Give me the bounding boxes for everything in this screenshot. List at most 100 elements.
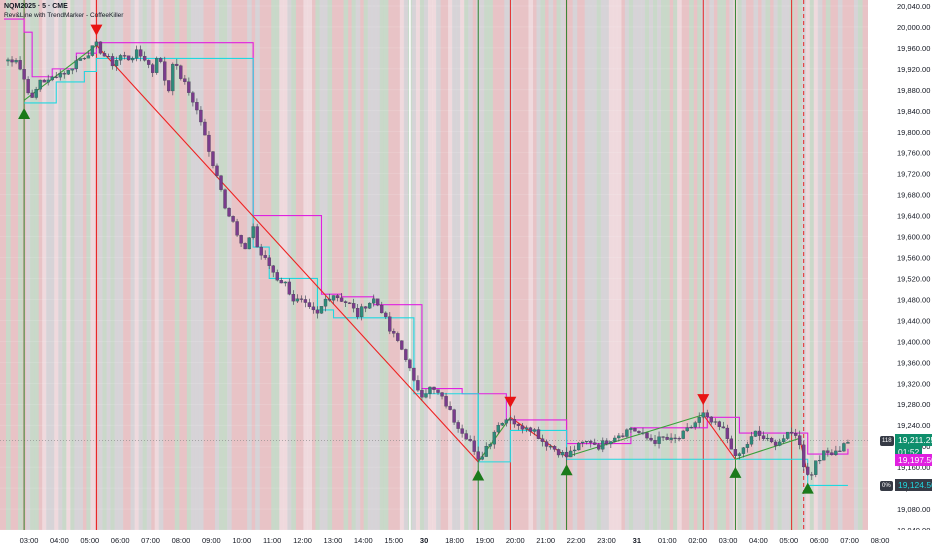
candle-body bbox=[693, 422, 697, 428]
candle-body bbox=[247, 237, 251, 250]
background-band bbox=[327, 0, 333, 530]
background-band bbox=[343, 0, 349, 530]
background-band bbox=[379, 0, 385, 530]
background-band bbox=[801, 0, 807, 530]
candle-body bbox=[701, 412, 705, 418]
time-tick-label: 07:00 bbox=[840, 536, 859, 545]
candle-body bbox=[279, 280, 283, 284]
background-band bbox=[190, 0, 196, 530]
candle-body bbox=[585, 441, 589, 443]
candle-body bbox=[761, 435, 766, 439]
candle-body bbox=[617, 435, 621, 439]
background-band bbox=[777, 0, 783, 530]
background-band bbox=[624, 0, 630, 530]
background-band bbox=[383, 0, 389, 530]
background-band bbox=[18, 0, 23, 530]
candle-body bbox=[661, 436, 665, 438]
candle-body bbox=[187, 81, 191, 93]
candle-body bbox=[46, 79, 50, 83]
background-band bbox=[536, 0, 542, 530]
background-band bbox=[110, 0, 116, 530]
candle-body bbox=[830, 452, 834, 455]
candle-body bbox=[26, 79, 30, 94]
candle-body bbox=[251, 226, 255, 238]
time-tick-label: 04:00 bbox=[749, 536, 768, 545]
candles bbox=[6, 38, 850, 480]
time-tick-label: 18:00 bbox=[445, 536, 464, 545]
candle-body bbox=[524, 427, 529, 430]
background-band bbox=[315, 0, 321, 530]
background-band bbox=[303, 0, 309, 530]
background-band bbox=[223, 0, 228, 530]
candle-body bbox=[142, 56, 147, 61]
candle-body bbox=[713, 421, 717, 423]
background-band bbox=[689, 0, 694, 530]
candle-body bbox=[323, 298, 328, 307]
candle-body bbox=[86, 55, 91, 59]
indicator-title[interactable]: Rev&Line with TrendMarker - CoffeeKiller bbox=[4, 12, 124, 19]
price-tick-label: 19,640.00 bbox=[897, 212, 930, 221]
background-band bbox=[194, 0, 200, 530]
ticker-title[interactable]: NQM2025 · 5 · CME bbox=[4, 3, 68, 10]
candle-body bbox=[82, 58, 87, 60]
candle-body bbox=[207, 134, 211, 152]
background-band bbox=[351, 0, 357, 530]
price-tick-label: 19,280.00 bbox=[897, 400, 930, 409]
candle-body bbox=[22, 69, 26, 80]
time-tick-label: 10:00 bbox=[232, 536, 251, 545]
candle-body bbox=[138, 49, 143, 57]
background-band bbox=[781, 0, 787, 530]
background-band bbox=[219, 0, 224, 530]
background-band bbox=[628, 0, 634, 530]
background-band bbox=[98, 0, 104, 530]
background-band bbox=[737, 0, 743, 530]
background-band bbox=[26, 0, 31, 530]
candle-body bbox=[34, 89, 38, 98]
background-band bbox=[247, 0, 252, 530]
candle-body bbox=[50, 76, 54, 81]
candle-body bbox=[98, 41, 103, 54]
candle-body bbox=[339, 297, 344, 302]
price-axis[interactable]: 20,040.00 20,000.00 19,960.00 19,920.00 19,8… bbox=[868, 0, 932, 550]
candle-body bbox=[665, 436, 669, 440]
candle-body bbox=[677, 438, 681, 440]
time-tick-label: 03:00 bbox=[20, 536, 39, 545]
candle-body bbox=[737, 453, 742, 456]
candle-body bbox=[544, 441, 549, 447]
background-band bbox=[709, 0, 714, 530]
time-tick-label: 02:00 bbox=[688, 536, 707, 545]
time-axis[interactable]: 03:00 04:00 05:00 06:00 07:00 08:00 09:00 10:00… bbox=[0, 530, 932, 550]
time-tick-label: 05:00 bbox=[779, 536, 798, 545]
candle-body bbox=[464, 433, 468, 440]
background-band bbox=[805, 0, 811, 530]
background-band bbox=[717, 0, 722, 530]
background-band bbox=[785, 0, 791, 530]
candle-body bbox=[597, 444, 601, 450]
candle-body bbox=[552, 446, 557, 450]
candle-body bbox=[179, 65, 183, 79]
candle-body bbox=[705, 412, 709, 418]
candle-body bbox=[424, 393, 428, 398]
candle-body bbox=[621, 435, 625, 437]
background-band bbox=[456, 0, 461, 530]
background-band bbox=[572, 0, 578, 530]
candle-body bbox=[311, 306, 316, 311]
time-tick-label: 01:00 bbox=[658, 536, 677, 545]
candle-body bbox=[275, 272, 279, 281]
background-band bbox=[721, 0, 726, 530]
candle-body bbox=[122, 55, 127, 57]
candle-body bbox=[440, 392, 444, 397]
candle-body bbox=[155, 58, 159, 73]
candle-body bbox=[448, 406, 452, 410]
candle-body bbox=[364, 306, 368, 309]
candle-body bbox=[58, 73, 62, 78]
candle-body bbox=[842, 443, 846, 452]
candle-body bbox=[528, 427, 533, 432]
candle-body bbox=[167, 80, 171, 92]
cyan-support-line bbox=[24, 57, 848, 487]
candle-body bbox=[70, 68, 74, 71]
price-tick-label: 19,880.00 bbox=[897, 86, 930, 95]
candle-body bbox=[576, 442, 581, 451]
background-band bbox=[375, 0, 381, 530]
